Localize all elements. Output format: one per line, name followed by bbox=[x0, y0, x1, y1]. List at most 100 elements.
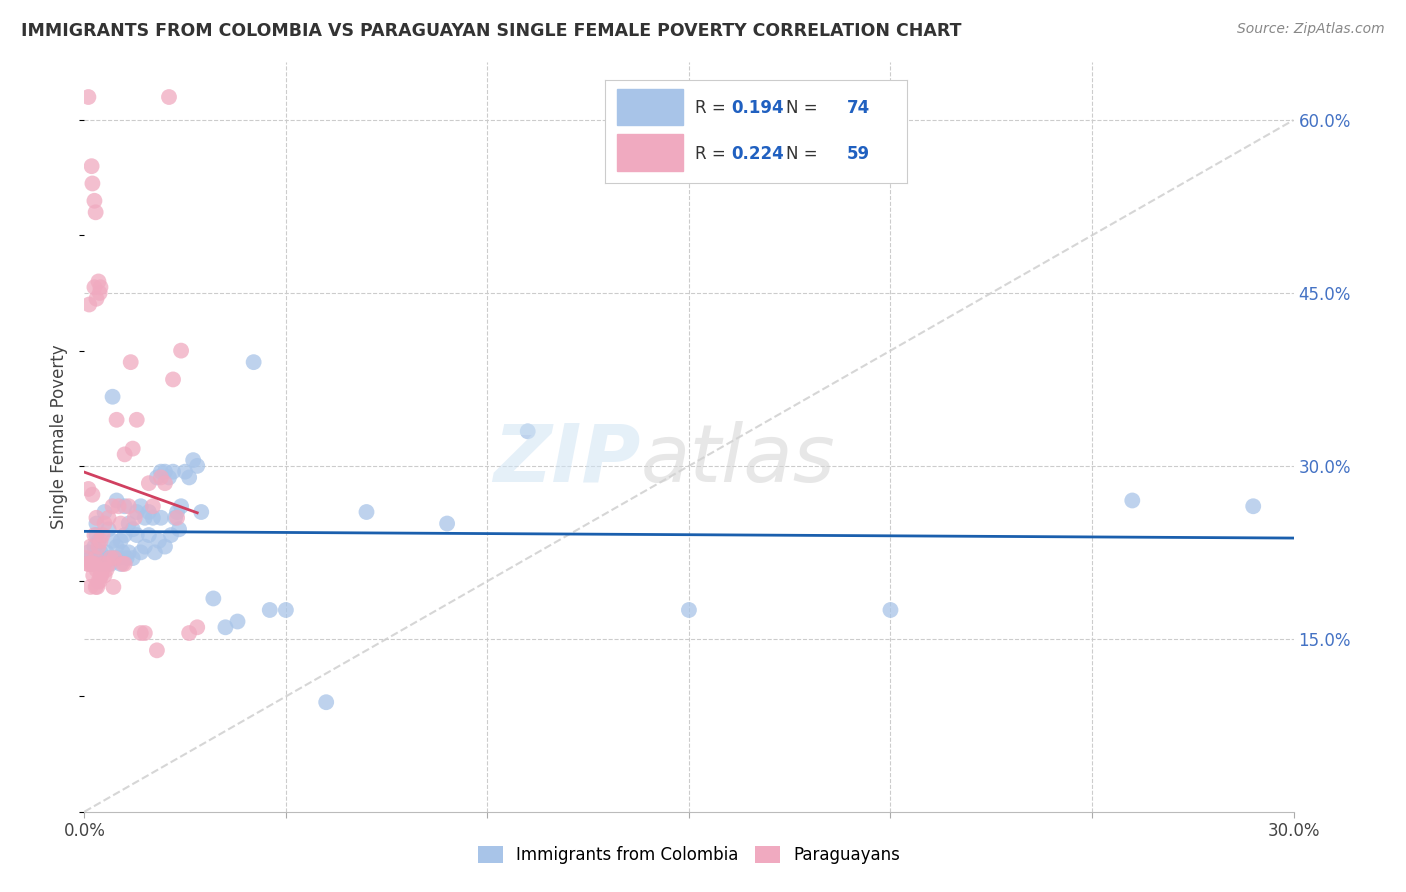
Point bbox=[77, 90, 100, 104]
Point bbox=[83, 528, 105, 542]
Point bbox=[142, 500, 165, 514]
Point bbox=[86, 510, 108, 524]
Point bbox=[93, 557, 115, 571]
Point bbox=[93, 516, 115, 531]
Point bbox=[259, 603, 281, 617]
Point bbox=[86, 580, 108, 594]
Point bbox=[124, 510, 146, 524]
Point bbox=[77, 545, 100, 559]
Point bbox=[114, 557, 136, 571]
Point bbox=[83, 557, 105, 571]
Point bbox=[110, 516, 132, 531]
Point bbox=[166, 505, 188, 519]
Point bbox=[77, 557, 100, 571]
Point bbox=[242, 355, 264, 369]
Point bbox=[149, 510, 172, 524]
Point bbox=[134, 540, 156, 554]
Point bbox=[87, 574, 110, 589]
Point bbox=[115, 551, 138, 566]
Point bbox=[157, 470, 180, 484]
Point bbox=[125, 413, 148, 427]
Text: N =: N = bbox=[786, 145, 823, 163]
Point bbox=[104, 551, 127, 566]
Point bbox=[89, 533, 111, 548]
Point bbox=[82, 177, 104, 191]
Point bbox=[82, 557, 104, 571]
Point bbox=[179, 470, 201, 484]
Point bbox=[129, 545, 152, 559]
Bar bbox=[617, 135, 683, 170]
Point bbox=[89, 545, 111, 559]
Point bbox=[170, 500, 193, 514]
Point bbox=[315, 695, 337, 709]
Point bbox=[125, 528, 148, 542]
Point bbox=[82, 568, 104, 582]
Point bbox=[80, 159, 103, 173]
Point bbox=[79, 551, 101, 566]
Point bbox=[165, 510, 187, 524]
Point bbox=[142, 510, 165, 524]
Point bbox=[86, 563, 108, 577]
Point bbox=[174, 465, 197, 479]
Point bbox=[93, 557, 115, 571]
Point bbox=[105, 413, 128, 427]
Point bbox=[181, 453, 204, 467]
Point bbox=[86, 516, 108, 531]
Text: R =: R = bbox=[696, 145, 731, 163]
Point bbox=[87, 540, 110, 554]
Point bbox=[153, 465, 176, 479]
Point bbox=[118, 545, 141, 559]
Point bbox=[89, 557, 111, 571]
Point bbox=[75, 551, 97, 566]
Text: ZIP: ZIP bbox=[494, 420, 641, 499]
Y-axis label: Single Female Poverty: Single Female Poverty bbox=[51, 345, 69, 529]
Point bbox=[79, 540, 101, 554]
Point bbox=[1121, 493, 1143, 508]
Point bbox=[110, 533, 132, 548]
Point bbox=[82, 488, 104, 502]
Point bbox=[516, 425, 538, 439]
Point bbox=[110, 557, 132, 571]
Point bbox=[97, 510, 120, 524]
Text: R =: R = bbox=[696, 99, 731, 117]
Point bbox=[226, 615, 249, 629]
Point bbox=[134, 510, 156, 524]
Point bbox=[678, 603, 700, 617]
Point bbox=[100, 557, 122, 571]
Point bbox=[79, 580, 101, 594]
Point bbox=[138, 505, 160, 519]
Point bbox=[146, 643, 169, 657]
Point bbox=[149, 470, 172, 484]
Text: Source: ZipAtlas.com: Source: ZipAtlas.com bbox=[1237, 22, 1385, 37]
Point bbox=[84, 580, 107, 594]
Point bbox=[91, 551, 114, 566]
Point bbox=[148, 533, 170, 548]
Point bbox=[186, 458, 208, 473]
Point bbox=[101, 533, 124, 548]
Point bbox=[121, 551, 143, 566]
Point bbox=[129, 626, 152, 640]
Point bbox=[120, 355, 142, 369]
Point bbox=[214, 620, 236, 634]
Point bbox=[105, 540, 128, 554]
Point bbox=[202, 591, 225, 606]
Point bbox=[97, 551, 120, 566]
Legend: Immigrants from Colombia, Paraguayans: Immigrants from Colombia, Paraguayans bbox=[471, 839, 907, 871]
Point bbox=[190, 505, 212, 519]
Point bbox=[114, 528, 136, 542]
Bar bbox=[617, 89, 683, 126]
Point bbox=[96, 545, 118, 559]
Point bbox=[118, 516, 141, 531]
Point bbox=[93, 568, 115, 582]
Point bbox=[186, 620, 208, 634]
Point bbox=[82, 557, 104, 571]
Point bbox=[134, 626, 156, 640]
Point bbox=[111, 545, 134, 559]
Point bbox=[138, 476, 160, 491]
Point bbox=[114, 447, 136, 461]
Point bbox=[125, 505, 148, 519]
Point bbox=[86, 528, 108, 542]
Point bbox=[107, 551, 129, 566]
Point bbox=[84, 205, 107, 219]
Point bbox=[105, 493, 128, 508]
